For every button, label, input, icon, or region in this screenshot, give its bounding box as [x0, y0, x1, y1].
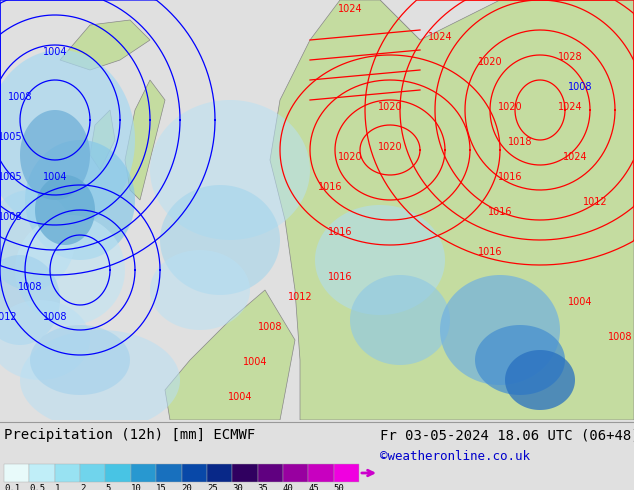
- Polygon shape: [350, 275, 450, 365]
- Text: 1020: 1020: [477, 57, 502, 67]
- Polygon shape: [150, 250, 250, 330]
- Text: 1024: 1024: [338, 4, 362, 14]
- FancyBboxPatch shape: [105, 464, 131, 482]
- Text: 1020: 1020: [498, 102, 522, 112]
- Polygon shape: [0, 300, 90, 380]
- Text: 1008: 1008: [258, 322, 282, 332]
- FancyBboxPatch shape: [232, 464, 257, 482]
- Text: 20: 20: [181, 484, 192, 490]
- Text: Fr 03-05-2024 18.06 UTC (06+48): Fr 03-05-2024 18.06 UTC (06+48): [380, 428, 634, 442]
- Polygon shape: [0, 255, 60, 345]
- FancyBboxPatch shape: [4, 464, 29, 482]
- Text: 2: 2: [80, 484, 86, 490]
- Text: 1016: 1016: [318, 182, 342, 192]
- Text: 1004: 1004: [42, 47, 67, 57]
- Text: 1012: 1012: [0, 312, 17, 322]
- FancyBboxPatch shape: [181, 464, 207, 482]
- Polygon shape: [0, 50, 135, 230]
- Polygon shape: [315, 205, 445, 315]
- FancyBboxPatch shape: [283, 464, 308, 482]
- FancyBboxPatch shape: [207, 464, 232, 482]
- Text: 1028: 1028: [558, 52, 582, 62]
- Text: 1004: 1004: [228, 392, 252, 402]
- Text: 0.5: 0.5: [29, 484, 46, 490]
- Polygon shape: [440, 275, 560, 385]
- FancyBboxPatch shape: [308, 464, 333, 482]
- Text: 1012: 1012: [583, 197, 607, 207]
- Text: 1008: 1008: [8, 92, 32, 102]
- Text: 1020: 1020: [378, 142, 403, 152]
- Polygon shape: [475, 325, 565, 395]
- Text: 1004: 1004: [42, 172, 67, 182]
- FancyBboxPatch shape: [55, 464, 80, 482]
- FancyBboxPatch shape: [29, 464, 55, 482]
- Polygon shape: [150, 100, 310, 240]
- Text: 30: 30: [232, 484, 243, 490]
- Polygon shape: [35, 175, 95, 245]
- Polygon shape: [30, 325, 130, 395]
- Polygon shape: [320, 0, 420, 130]
- Text: 1005: 1005: [0, 132, 22, 142]
- Text: 1005: 1005: [0, 172, 22, 182]
- Text: 1008: 1008: [608, 332, 632, 342]
- Polygon shape: [15, 215, 125, 325]
- FancyBboxPatch shape: [156, 464, 181, 482]
- Text: 10: 10: [131, 484, 141, 490]
- Text: 15: 15: [156, 484, 167, 490]
- Text: 1012: 1012: [288, 292, 313, 302]
- Text: 25: 25: [207, 484, 217, 490]
- Text: 0.1: 0.1: [4, 484, 20, 490]
- Polygon shape: [20, 110, 90, 200]
- Polygon shape: [165, 290, 295, 420]
- Polygon shape: [25, 140, 135, 260]
- Polygon shape: [0, 190, 75, 290]
- Text: 1004: 1004: [243, 357, 268, 367]
- Text: 1004: 1004: [568, 297, 592, 307]
- Text: 35: 35: [257, 484, 268, 490]
- Text: 1008: 1008: [42, 312, 67, 322]
- FancyBboxPatch shape: [333, 464, 359, 482]
- FancyBboxPatch shape: [80, 464, 105, 482]
- Text: 1016: 1016: [488, 207, 512, 217]
- Text: 1024: 1024: [558, 102, 582, 112]
- Text: 45: 45: [308, 484, 319, 490]
- Text: 1008: 1008: [18, 282, 42, 292]
- Text: 1016: 1016: [328, 272, 353, 282]
- Polygon shape: [20, 330, 180, 430]
- Text: 1016: 1016: [478, 247, 502, 257]
- Text: 1016: 1016: [498, 172, 522, 182]
- Text: 1018: 1018: [508, 137, 533, 147]
- Text: Precipitation (12h) [mm] ECMWF: Precipitation (12h) [mm] ECMWF: [4, 428, 256, 442]
- FancyBboxPatch shape: [131, 464, 156, 482]
- Text: ©weatheronline.co.uk: ©weatheronline.co.uk: [380, 450, 530, 463]
- Polygon shape: [270, 0, 634, 420]
- Polygon shape: [505, 350, 575, 410]
- Text: 1024: 1024: [563, 152, 587, 162]
- FancyBboxPatch shape: [257, 464, 283, 482]
- Text: 1008: 1008: [0, 212, 22, 222]
- Text: 1020: 1020: [378, 102, 403, 112]
- Text: 1024: 1024: [428, 32, 452, 42]
- Polygon shape: [60, 20, 150, 70]
- Polygon shape: [160, 185, 280, 295]
- Text: 50: 50: [333, 484, 344, 490]
- Text: 1016: 1016: [328, 227, 353, 237]
- Polygon shape: [125, 80, 165, 200]
- Text: 1020: 1020: [338, 152, 362, 162]
- Text: 1008: 1008: [568, 82, 592, 92]
- Text: 1: 1: [55, 484, 60, 490]
- Polygon shape: [90, 110, 115, 170]
- Text: 40: 40: [283, 484, 294, 490]
- Text: 5: 5: [105, 484, 111, 490]
